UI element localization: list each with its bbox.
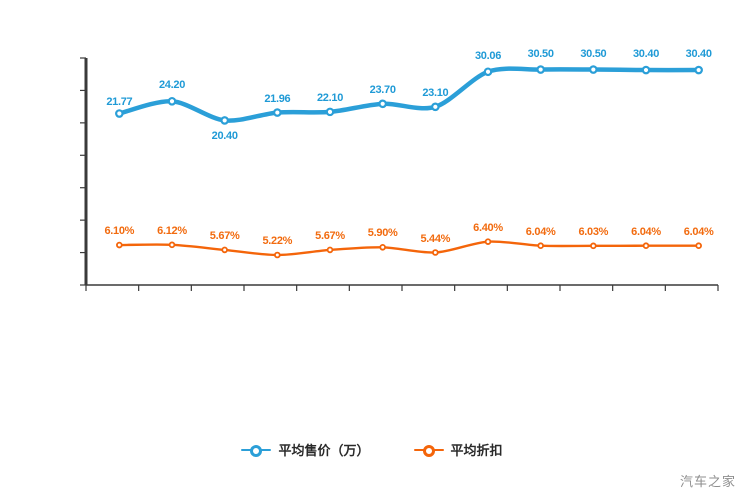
data-point[interactable] [273,108,282,117]
data-point[interactable] [537,242,544,250]
circle-line-marker-icon [241,443,272,457]
data-point[interactable] [483,67,493,77]
data-point[interactable] [326,246,334,254]
data-point[interactable] [274,251,281,259]
legend-item-average-discount[interactable]: 平均折扣 [413,440,503,459]
series-line-blue [117,66,701,123]
chart-legend: 平均售价（万） 平均折扣 [0,440,744,459]
legend-label-average-price: 平均售价（万） [278,443,370,458]
data-point[interactable] [536,65,545,74]
data-point[interactable] [168,241,176,249]
series-points-blue [115,65,703,125]
data-point[interactable] [431,102,440,112]
data-point[interactable] [221,246,228,254]
series-line-orange [118,240,700,257]
data-point[interactable] [641,65,651,75]
data-point[interactable] [116,241,123,249]
data-point[interactable] [694,65,703,75]
series-group [115,65,703,259]
data-point[interactable] [642,242,650,250]
data-point[interactable] [432,249,439,256]
data-point[interactable] [695,242,702,250]
data-point[interactable] [589,65,598,74]
watermark: 汽车之家 [679,474,736,489]
circle-line-marker-icon [413,443,444,457]
y-axis-ticks [80,57,86,286]
data-point[interactable] [379,244,386,251]
data-point[interactable] [484,238,492,245]
data-point[interactable] [378,99,387,109]
series-points-orange [116,238,702,259]
axis-group [80,57,719,291]
data-point[interactable] [325,107,335,117]
x-axis-ticks [85,285,719,291]
data-point[interactable] [115,109,124,118]
legend-item-average-price[interactable]: 平均售价（万） [241,440,370,459]
data-point[interactable] [590,242,597,250]
legend-label-average-discount: 平均折扣 [450,443,503,458]
data-point[interactable] [167,96,177,106]
data-point[interactable] [220,116,229,125]
